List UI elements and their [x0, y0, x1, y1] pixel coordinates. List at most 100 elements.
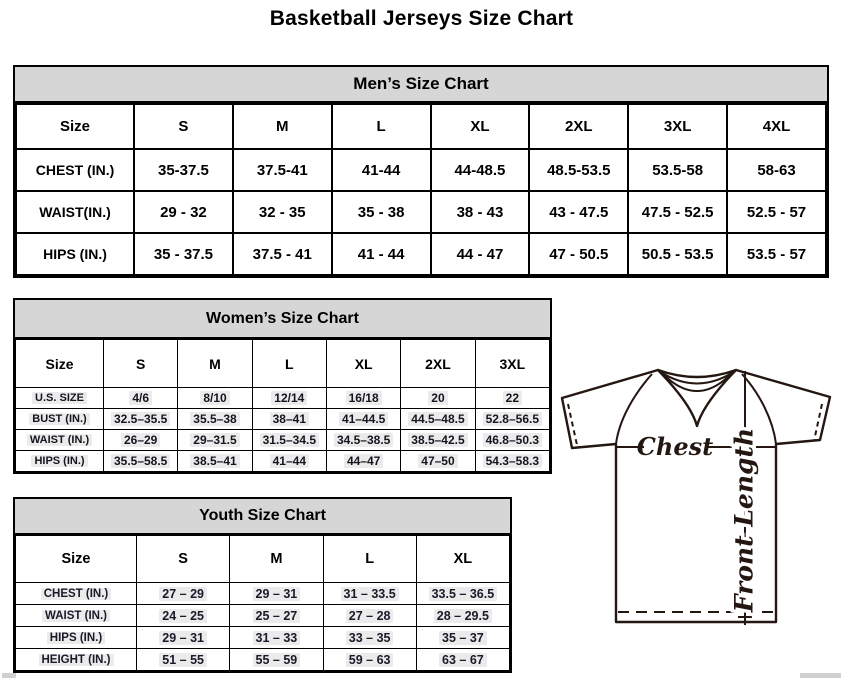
size-value-cell: 47 - 50.5 [528, 232, 630, 276]
size-value-cell: 43 - 47.5 [528, 190, 630, 234]
size-value-cell: 44–47 [325, 450, 402, 472]
cell-text: 20 [428, 391, 448, 405]
header-row: Size S M L XL 2XL 3XL [15, 339, 551, 388]
cell-text: 4/6 [129, 391, 152, 405]
column-header: 3XL [627, 103, 729, 150]
horizontal-scrollbar-fragment-right[interactable] [800, 673, 841, 678]
size-value-cell: 35 – 37 [415, 626, 511, 649]
cell-text: 26–29 [120, 433, 161, 447]
size-value-cell: 55 – 59 [229, 648, 324, 671]
cell-text: 41–44.5 [338, 412, 389, 426]
size-value-cell: 41-44 [330, 148, 432, 192]
row-label: HIPS (IN.) [15, 232, 135, 276]
size-value-cell: 50.5 - 53.5 [627, 232, 729, 276]
table-row: HIPS (IN.) 35 - 37.5 37.5 - 41 41 - 44 44 - … [15, 232, 827, 276]
mens-table-grid: Size S M L XL 2XL 3XL 4XL CHEST (IN.) 35-37.5 37.… [15, 103, 827, 276]
size-value-cell: 46.8–50.3 [474, 429, 551, 451]
size-value-cell: 26–29 [102, 429, 179, 451]
size-value-cell: 59 – 63 [322, 648, 417, 671]
size-value-cell: 47–50 [400, 450, 476, 472]
collar-band-line [658, 370, 736, 385]
table-row: U.S. SIZE 4/6 8/10 12/14 16/18 20 22 [15, 387, 551, 409]
youth-table-title: Youth Size Chart [15, 499, 510, 535]
row-label: WAIST (IN.) [15, 604, 137, 627]
size-value-cell: 32 - 35 [231, 190, 333, 234]
size-value-cell: 28 – 29.5 [415, 604, 511, 627]
size-value-cell: 53.5 - 57 [726, 232, 827, 276]
mens-size-chart-table: Men’s Size Chart Size S M L XL 2XL 3XL 4XL CHES… [13, 65, 829, 278]
size-value-cell: 31 – 33 [229, 626, 324, 649]
cell-text: 35 – 37 [439, 630, 487, 645]
youth-size-chart-table: Youth Size Chart Size S M L XL CHEST (IN.) 27… [13, 497, 512, 673]
size-value-cell: 31.5–34.5 [251, 429, 327, 451]
size-value-cell: 52.5 - 57 [726, 190, 827, 234]
cell-text: 52.8–56.5 [482, 412, 543, 426]
size-value-cell: 34.5–38.5 [325, 429, 402, 451]
size-value-cell: 33.5 – 36.5 [415, 582, 511, 605]
table-row: WAIST (IN.) 24 – 25 25 – 27 27 – 28 28 – 29.… [15, 604, 511, 627]
size-value-cell: 41 - 44 [330, 232, 432, 276]
size-value-cell: 29 - 32 [133, 190, 234, 234]
cell-text: 47–50 [418, 454, 458, 468]
column-header: XL [325, 339, 402, 388]
table-row: HEIGHT (IN.) 51 – 55 55 – 59 59 – 63 63 – 67 [15, 648, 511, 671]
size-value-cell: 27 – 28 [322, 604, 417, 627]
size-value-cell: 41–44 [251, 450, 327, 472]
size-value-cell: 31 – 33.5 [322, 582, 417, 605]
cell-text: 25 – 27 [252, 608, 301, 623]
size-value-cell: 44.5–48.5 [400, 408, 476, 430]
column-header: S [102, 339, 179, 388]
table-row: WAIST (IN.) 26–29 29–31.5 31.5–34.5 34.5–38.… [15, 429, 551, 451]
cell-text: HEIGHT (IN.) [38, 653, 114, 666]
row-label: CHEST (IN.) [15, 148, 135, 192]
cell-text: 31 – 33.5 [340, 586, 399, 601]
size-value-cell: 41–44.5 [325, 408, 402, 430]
cell-text: 12/14 [271, 391, 308, 405]
size-value-cell: 24 – 25 [135, 604, 231, 627]
size-value-cell: 25 – 27 [229, 604, 324, 627]
size-value-cell: 37.5 - 41 [231, 232, 333, 276]
size-value-cell: 51 – 55 [135, 648, 231, 671]
size-value-cell: 47.5 - 52.5 [627, 190, 729, 234]
size-value-cell: 63 – 67 [415, 648, 511, 671]
size-value-cell: 35 - 38 [330, 190, 432, 234]
cell-text: 38.5–41 [190, 454, 240, 468]
cuff-dashed-line-left [567, 403, 578, 446]
cell-text: 27 – 28 [345, 608, 394, 623]
column-header: 4XL [726, 103, 827, 150]
size-value-cell: 16/18 [325, 387, 402, 409]
cell-text: 33 – 35 [345, 630, 394, 645]
cell-text: HIPS (IN.) [46, 631, 106, 644]
row-label: HEIGHT (IN.) [15, 648, 137, 671]
cell-text: U.S. SIZE [32, 392, 87, 404]
table-row: CHEST (IN.) 27 – 29 29 – 31 31 – 33.5 33.5 –… [15, 582, 511, 605]
size-value-cell: 44-48.5 [429, 148, 531, 192]
cell-text: 16/18 [345, 391, 382, 405]
row-label: U.S. SIZE [15, 387, 104, 409]
row-label: CHEST (IN.) [15, 582, 137, 605]
cell-text: 44.5–48.5 [408, 412, 468, 426]
size-value-cell: 38.5–41 [177, 450, 253, 472]
cell-text: 41–44 [269, 454, 309, 468]
size-value-cell: 29 – 31 [229, 582, 324, 605]
horizontal-scrollbar-fragment-left[interactable] [2, 673, 16, 678]
size-value-cell: 53.5-58 [627, 148, 729, 192]
table-row: HIPS (IN.) 29 – 31 31 – 33 33 – 35 35 – 37 [15, 626, 511, 649]
cell-text: HIPS (IN.) [31, 455, 88, 467]
cell-text: 44–47 [343, 454, 384, 468]
cell-text: 31.5–34.5 [259, 433, 320, 447]
row-label: HIPS (IN.) [15, 626, 137, 649]
size-value-cell: 52.8–56.5 [474, 408, 551, 430]
jersey-measurement-diagram: Chest Front Length [556, 360, 836, 636]
womens-table-title: Women’s Size Chart [15, 300, 550, 339]
armhole-seam-left [615, 373, 653, 445]
chest-measure-label: Chest [637, 432, 713, 461]
column-header: 3XL [474, 339, 551, 388]
column-header: 2XL [528, 103, 630, 150]
size-value-cell: 29 – 31 [135, 626, 231, 649]
mens-table-title: Men’s Size Chart [15, 67, 827, 103]
column-header: Size [15, 535, 137, 583]
size-value-cell: 29–31.5 [177, 429, 253, 451]
cell-text: 8/10 [200, 391, 230, 405]
